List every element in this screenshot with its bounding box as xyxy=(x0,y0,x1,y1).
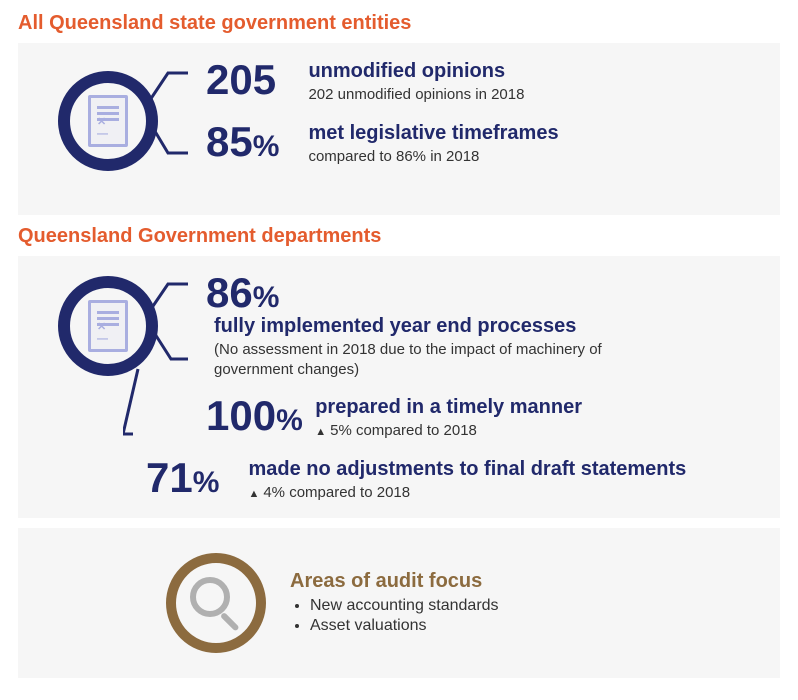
stat-unit: % xyxy=(253,281,280,314)
stat-value: 100 xyxy=(206,392,276,439)
stat-row: 100% prepared in a timely manner 5% comp… xyxy=(206,395,758,441)
stat-sub-text: 202 unmodified opinions in 2018 xyxy=(308,85,524,105)
stat-unit: % xyxy=(276,404,303,437)
panel-audit-focus: Areas of audit focus New accounting stan… xyxy=(18,528,780,678)
stat-value: 85 xyxy=(206,118,253,165)
stat-sub-text: 4% compared to 2018 xyxy=(248,483,686,503)
stat-row: 85% met legislative timeframes compared … xyxy=(206,121,758,167)
stat-main-text: unmodified opinions xyxy=(308,59,524,83)
list-item: New accounting standards xyxy=(310,597,499,615)
stat-sub-text: (No assessment in 2018 due to the impact… xyxy=(214,340,674,379)
section2-title: Queensland Government departments xyxy=(18,225,780,248)
stat-unit: % xyxy=(193,466,220,499)
stat-row: 205 unmodified opinions 202 unmodified o… xyxy=(206,59,758,105)
section1-title: All Queensland state government entities xyxy=(18,12,780,35)
list-item: Asset valuations xyxy=(310,617,499,635)
stat-row: 86% fully implemented year end processes… xyxy=(206,272,758,379)
stat-main-text: prepared in a timely manner xyxy=(315,395,582,419)
stat-sub-text: 5% compared to 2018 xyxy=(315,421,582,441)
document-icon xyxy=(58,276,158,376)
infographic-root: All Queensland state government entities… xyxy=(0,0,798,700)
stat-main-text: fully implemented year end processes xyxy=(214,314,674,338)
focus-title: Areas of audit focus xyxy=(290,570,499,593)
stat-sub-text: compared to 86% in 2018 xyxy=(308,147,558,167)
stat-value: 205 xyxy=(206,56,276,103)
stat-value: 71 xyxy=(146,454,193,501)
panel-all-entities: 205 unmodified opinions 202 unmodified o… xyxy=(18,43,780,215)
stat-main-text: made no adjustments to final draft state… xyxy=(248,457,686,481)
focus-list: New accounting standards Asset valuation… xyxy=(310,597,499,635)
stat-row: 71% made no adjustments to final draft s… xyxy=(206,457,758,503)
panel-departments: 86% fully implemented year end processes… xyxy=(18,256,780,518)
stat-main-text: met legislative timeframes xyxy=(308,121,558,145)
stat-value: 86 xyxy=(206,269,253,316)
document-icon xyxy=(58,71,158,171)
magnifier-icon xyxy=(166,553,266,653)
stat-unit: % xyxy=(253,130,280,163)
